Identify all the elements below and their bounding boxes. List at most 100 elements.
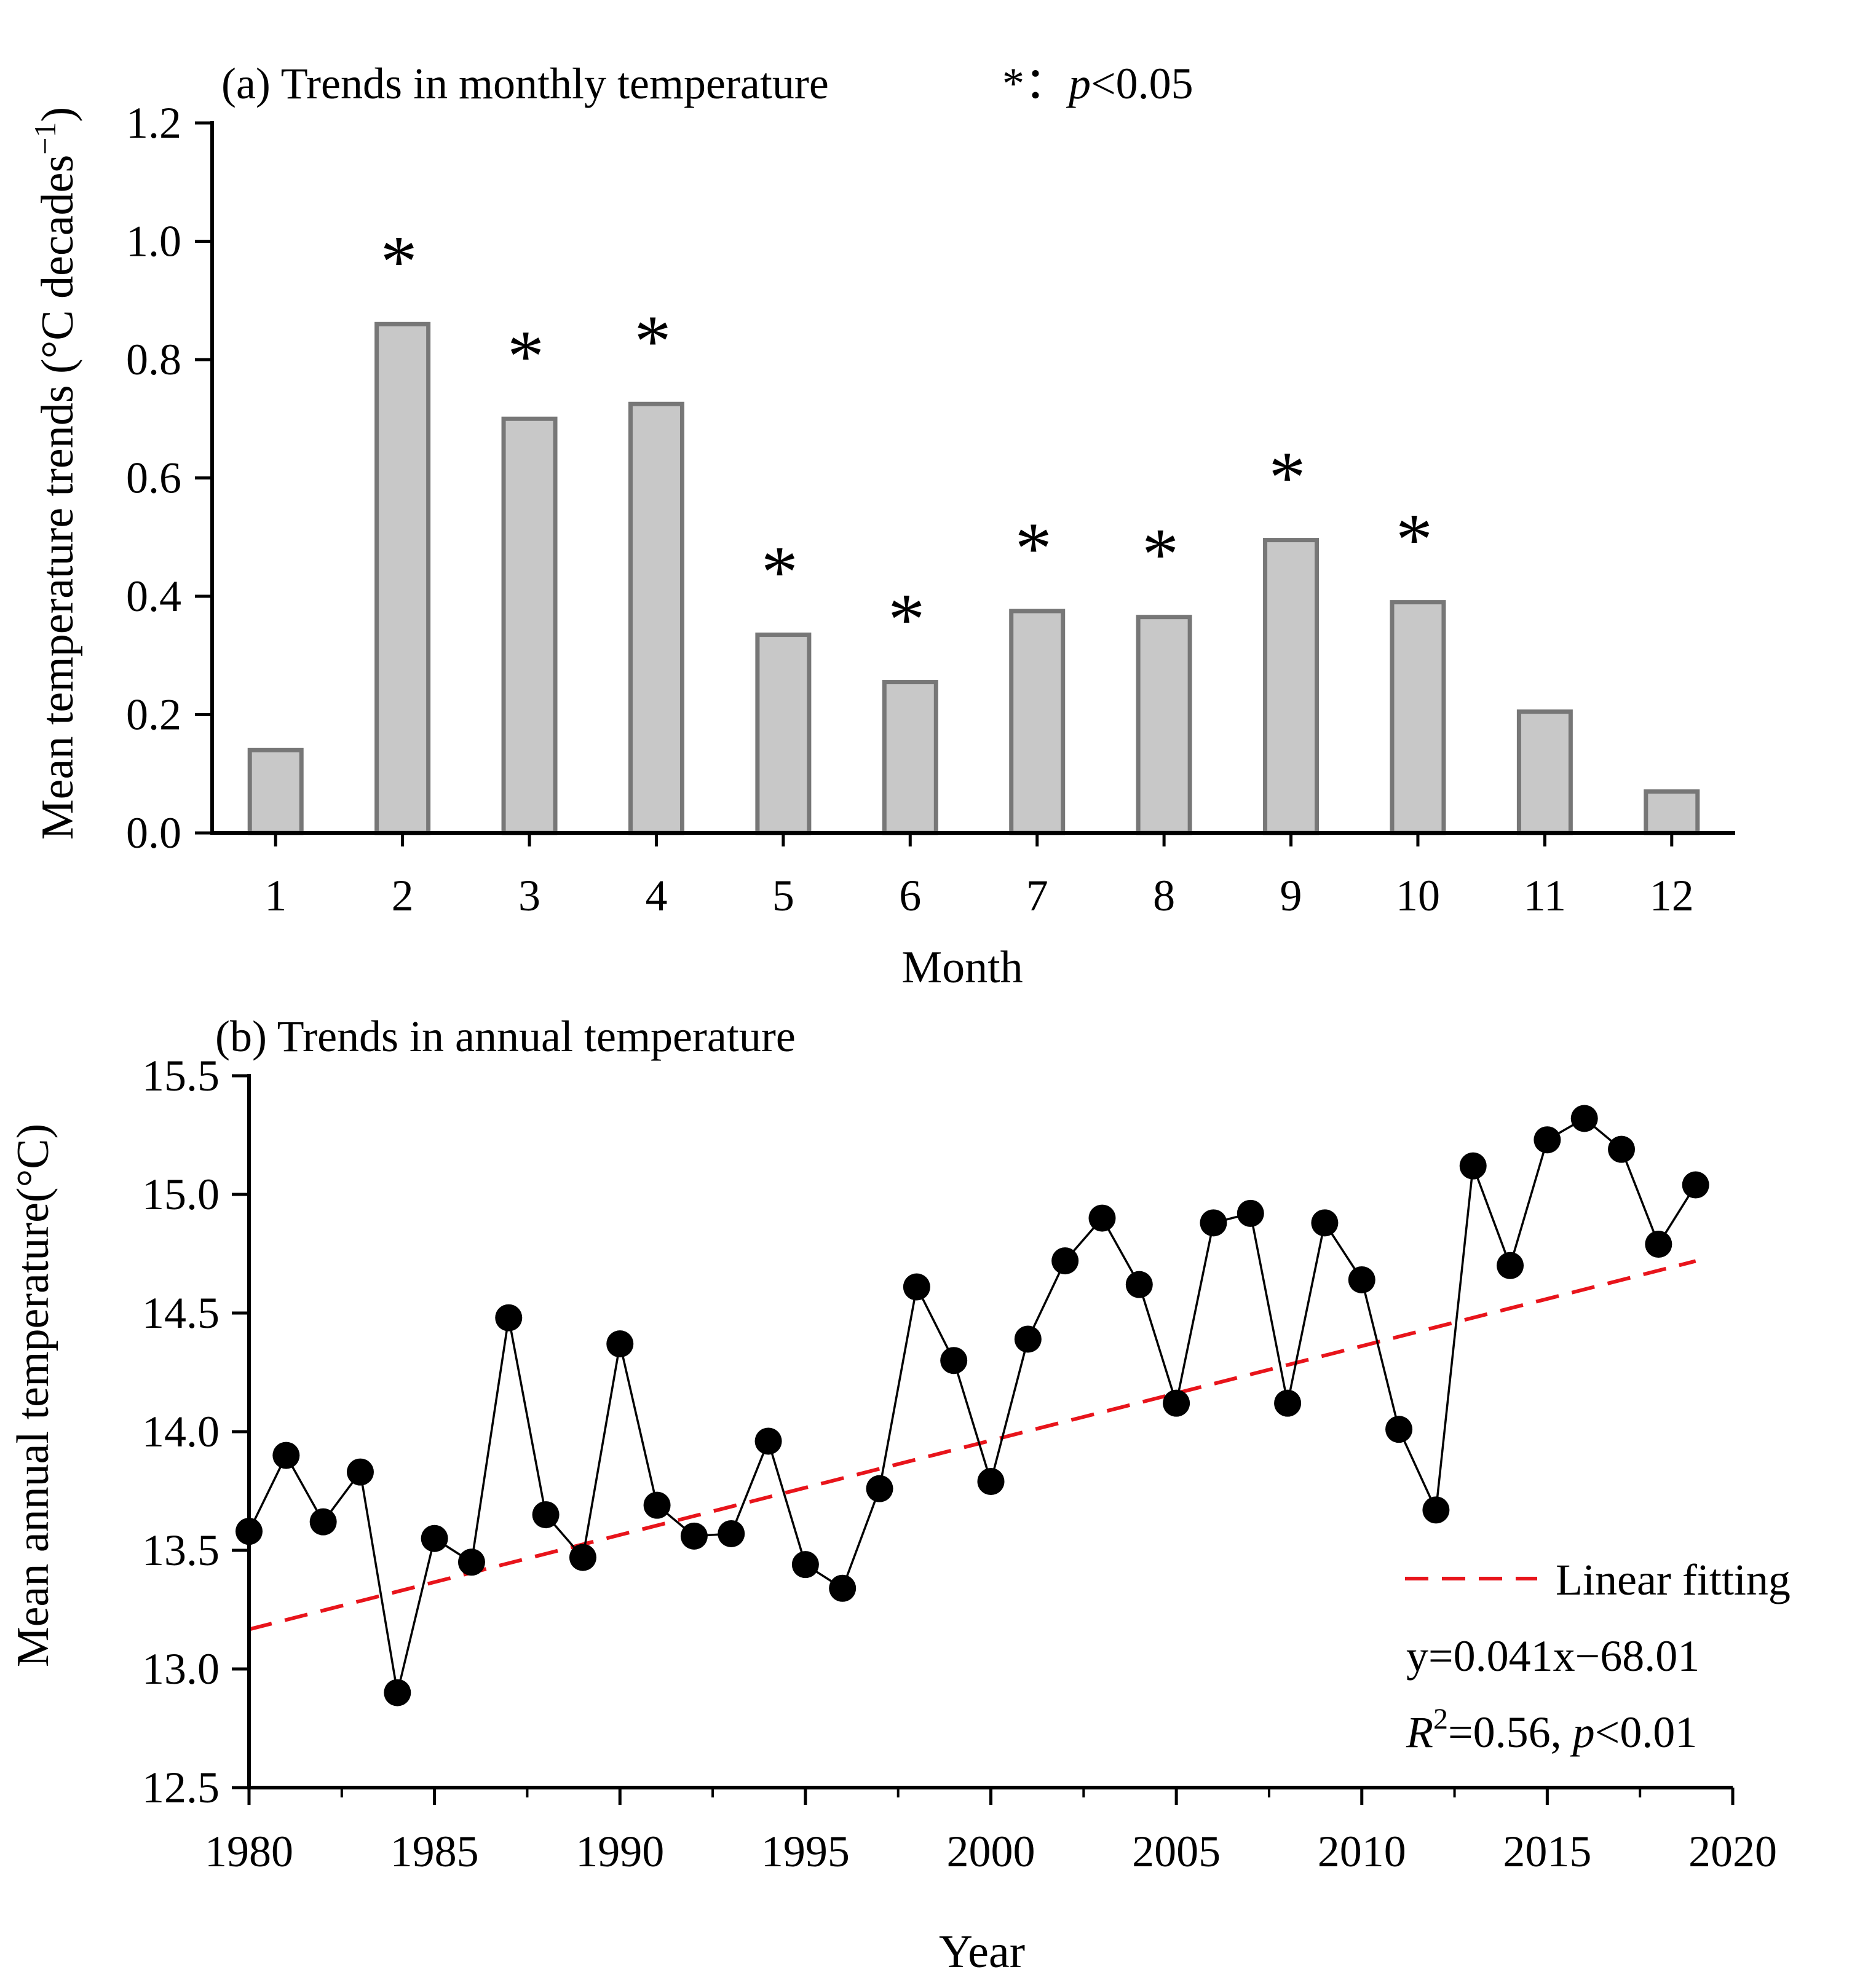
data-point-1991: [643, 1491, 671, 1519]
data-point-2010: [1348, 1266, 1375, 1293]
data-point-1990: [606, 1330, 634, 1358]
data-point-2016: [1570, 1105, 1598, 1132]
data-point-1996: [829, 1574, 857, 1602]
x-tick-label: 2015: [1503, 1827, 1591, 1876]
y-tick-label: 14.0: [142, 1407, 220, 1456]
y-tick-label: 0.2: [126, 690, 181, 740]
significance-star-month-5: *: [761, 531, 798, 613]
y-tick-label: 15.5: [142, 1051, 220, 1100]
data-point-1987: [495, 1304, 523, 1331]
significance-star-month-2: *: [381, 220, 418, 302]
y-tick-label: 0.6: [126, 454, 181, 503]
y-tick-label: 0.4: [126, 572, 181, 621]
data-point-1988: [532, 1501, 560, 1529]
y-tick-label: 13.5: [142, 1526, 220, 1575]
x-tick-label: 2010: [1318, 1827, 1406, 1876]
x-tick-label: 3: [518, 871, 540, 920]
fit-statistics: R2=0.56, p<0.01: [1406, 1703, 1697, 1757]
x-tick-label: 10: [1396, 871, 1440, 920]
significance-star-month-7: *: [1015, 507, 1052, 589]
bar-month-3: [501, 416, 558, 835]
data-point-2004: [1125, 1271, 1153, 1298]
significance-star-month-9: *: [1269, 436, 1306, 518]
significance-star-month-4: *: [634, 300, 671, 382]
y-tick-label: 0.0: [126, 808, 181, 858]
bar-month-2: [374, 321, 431, 835]
bar-month-10: [1390, 600, 1446, 835]
x-tick-label: 12: [1650, 871, 1694, 920]
data-point-2002: [1051, 1247, 1079, 1275]
y-tick-label: 13.0: [142, 1644, 220, 1694]
bar-month-12: [1644, 789, 1700, 835]
significance-note: *：p<0.05: [1002, 59, 1193, 108]
data-point-1984: [384, 1679, 411, 1706]
data-point-2001: [1014, 1325, 1042, 1353]
data-point-2012: [1422, 1496, 1450, 1524]
data-point-1989: [569, 1544, 596, 1571]
panel-a-y-axis-label: Mean temperature trends (°C decades−1): [28, 107, 83, 840]
bar-month-1: [247, 747, 304, 835]
data-point-1981: [272, 1442, 300, 1469]
significance-star-month-10: *: [1396, 499, 1433, 580]
data-point-1986: [457, 1548, 485, 1576]
y-tick-label: 0.8: [126, 335, 181, 384]
data-point-1985: [421, 1525, 448, 1552]
x-tick-label: 4: [645, 871, 667, 920]
data-point-2013: [1459, 1152, 1487, 1180]
y-tick-label: 14.5: [142, 1288, 220, 1338]
data-point-2007: [1237, 1199, 1264, 1227]
x-tick-label: 1980: [205, 1827, 293, 1876]
data-point-1994: [754, 1427, 782, 1455]
panel-b-x-axis-label: Year: [939, 1926, 1025, 1978]
data-point-1997: [866, 1475, 893, 1502]
y-tick-label: 1.0: [126, 217, 181, 266]
bar-month-7: [1009, 609, 1066, 835]
data-point-2019: [1682, 1171, 1709, 1199]
data-point-2005: [1163, 1389, 1190, 1417]
data-point-2003: [1088, 1204, 1116, 1232]
x-tick-label: 5: [772, 871, 794, 920]
x-tick-label: 1990: [576, 1827, 664, 1876]
x-tick-label: 6: [899, 871, 921, 920]
x-tick-label: 2: [392, 871, 414, 920]
x-tick-label: 8: [1153, 871, 1175, 920]
y-tick-label: 1.2: [126, 98, 181, 148]
bar-month-8: [1136, 615, 1192, 835]
data-point-1998: [903, 1273, 930, 1301]
panel-b-y-axis-label: Mean annual temperature(°C): [8, 1124, 58, 1667]
data-point-2017: [1608, 1135, 1636, 1163]
x-tick-label: 2005: [1132, 1827, 1221, 1876]
panel-a-title: (a) Trends in monthly temperature: [221, 59, 829, 108]
panel-b-title: (b) Trends in annual temperature: [215, 1012, 796, 1061]
y-tick-label: 15.0: [142, 1170, 220, 1219]
data-point-1992: [680, 1522, 708, 1550]
bar-month-9: [1263, 538, 1320, 835]
panel-a-monthly-trends: (a) Trends in monthly temperature *：p<0.…: [28, 59, 1735, 993]
data-point-1995: [791, 1551, 819, 1579]
significance-star-month-8: *: [1142, 513, 1179, 595]
data-point-2015: [1534, 1126, 1561, 1154]
data-point-1993: [718, 1520, 745, 1547]
bar-month-5: [755, 633, 812, 835]
x-tick-label: 9: [1280, 871, 1302, 920]
linear-fit-line: [248, 1259, 1696, 1631]
x-tick-label: 2020: [1688, 1827, 1777, 1876]
data-point-2000: [977, 1468, 1005, 1496]
data-point-2011: [1385, 1416, 1413, 1443]
significance-star-month-6: *: [888, 578, 925, 660]
x-tick-label: 1995: [761, 1827, 850, 1876]
panel-b-annual-temperature: (b) Trends in annual temperature 1980 198…: [8, 1012, 1791, 1978]
bar-month-11: [1516, 709, 1573, 835]
fit-equation: y=0.041x−68.01: [1406, 1631, 1700, 1681]
y-tick-label: 12.5: [142, 1763, 220, 1812]
bar-month-6: [882, 680, 938, 835]
x-tick-label: 7: [1026, 871, 1048, 920]
legend-fit-label: Linear fitting: [1556, 1555, 1791, 1604]
x-tick-label: 1: [264, 871, 287, 920]
data-point-1982: [309, 1508, 337, 1536]
x-tick-label: 1985: [390, 1827, 479, 1876]
data-point-2009: [1311, 1209, 1339, 1237]
data-point-1999: [940, 1347, 968, 1375]
panel-a-x-axis-label: Month: [901, 942, 1023, 993]
data-point-2018: [1645, 1231, 1672, 1258]
